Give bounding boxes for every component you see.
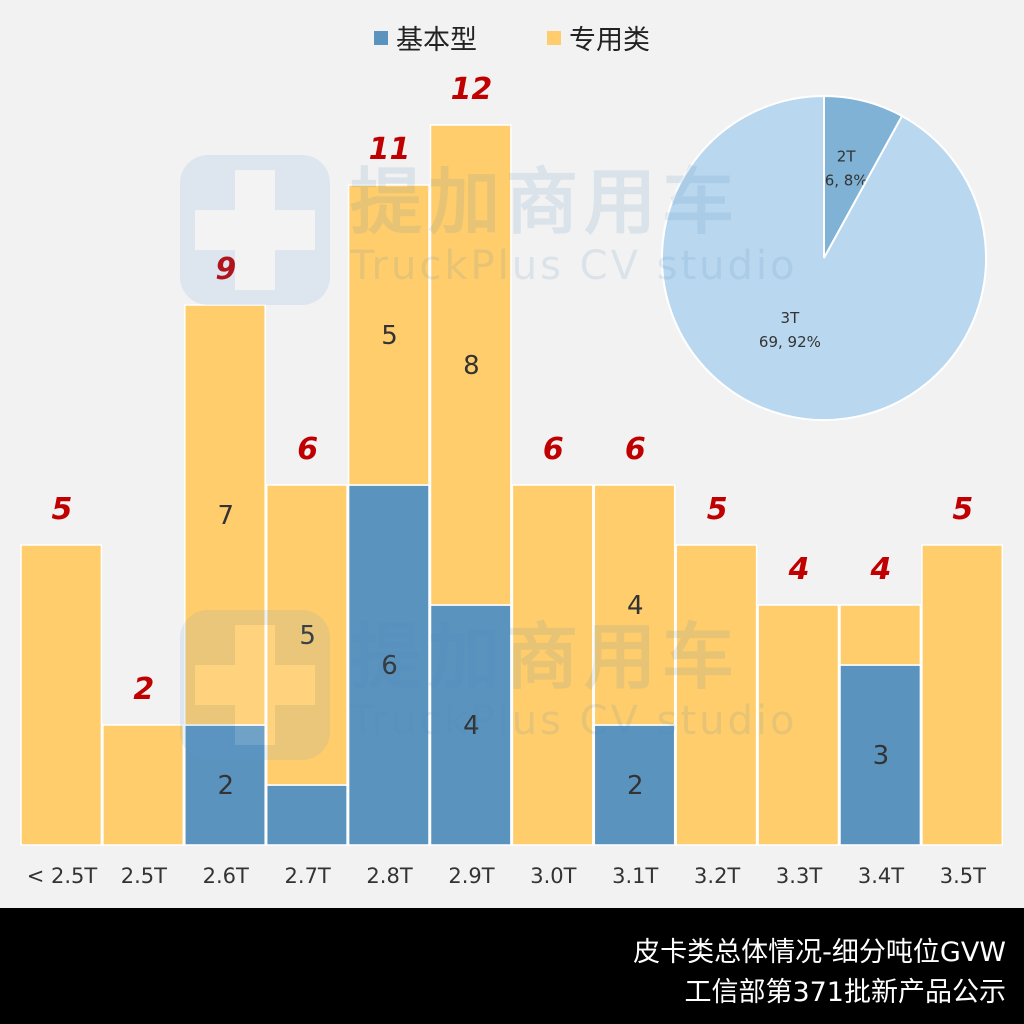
pie-slice-name: 2T <box>837 148 857 166</box>
bar-total-label: 11 <box>369 132 411 167</box>
bar-segment <box>593 724 676 846</box>
x-tick-label: 3.2T <box>694 864 740 888</box>
bar-segment <box>265 484 348 786</box>
bar-total-label: 9 <box>215 252 236 287</box>
bar-segment <box>265 784 348 846</box>
legend-swatch-special <box>547 30 561 45</box>
bar-segment <box>839 604 922 666</box>
pie-slice-value: 69, 92% <box>759 333 821 351</box>
x-tick-label: 2.9T <box>448 864 494 888</box>
bar-segment <box>20 544 103 846</box>
legend-label-special: 专用类 <box>569 25 650 56</box>
x-tick-label: 2.6T <box>203 864 249 888</box>
bar-segment <box>102 724 185 846</box>
x-tick-label: 2.5T <box>121 864 167 888</box>
chart-area: 5 < 2.5T 2 2.5T 2 7 9 2.6T 5 6 2.7T 6 5 11 2.8T 4 8 12 2.9… <box>0 18 1024 888</box>
legend-item-special: 专用类 <box>547 18 650 57</box>
bar-segment-label: 6 <box>381 651 398 681</box>
legend-swatch-basic <box>374 30 388 45</box>
bar-segment-label: 7 <box>217 501 234 531</box>
bar-total-label: 6 <box>543 432 564 467</box>
x-tick-label: 3.3T <box>776 864 822 888</box>
bar-total-label: 12 <box>451 72 493 107</box>
bar-chart: 5 < 2.5T 2 2.5T 2 7 9 2.6T 5 6 2.7T 6 5 11 2.8T 4 8 12 2.9… <box>20 72 1004 888</box>
pie-chart: 2T 6, 8% 3T 69, 92% <box>661 94 987 421</box>
bar-segment <box>184 304 266 726</box>
footer-title: 皮卡类总体情况-细分吨位GVW <box>633 937 1006 968</box>
bar-total-label: 4 <box>788 552 810 587</box>
x-tick-label: 3.4T <box>858 864 904 888</box>
bar-segment <box>839 664 922 846</box>
bar-total-label: 6 <box>625 432 646 467</box>
x-tick-label: 2.7T <box>285 864 331 888</box>
bar-segment <box>675 544 758 846</box>
bar-segment <box>429 604 512 846</box>
bar-total-label: 2 <box>133 672 154 707</box>
bar-segment-label: 5 <box>299 621 316 651</box>
x-tick-label: 3.1T <box>612 864 658 888</box>
bar-segment <box>593 484 676 726</box>
footer-banner: 皮卡类总体情况-细分吨位GVW 工信部第371批新产品公示 <box>0 908 1024 1024</box>
bar-segment-label: 2 <box>217 771 234 801</box>
x-tick-label: 3.0T <box>530 864 576 888</box>
pie-slice <box>661 94 987 421</box>
bar-segment <box>921 544 1004 846</box>
bar-total-label: 5 <box>707 492 728 527</box>
bar-total-label: 4 <box>870 552 892 587</box>
x-tick-label: 2.8T <box>366 864 412 888</box>
pie-slice-name: 3T <box>781 309 801 327</box>
bar-total-label: 6 <box>297 432 318 467</box>
bar-segment-label: 3 <box>873 741 890 771</box>
bar-segment <box>511 484 594 846</box>
bar-segment <box>429 124 512 606</box>
x-tick-label: 3.5T <box>940 864 986 888</box>
bar-segment <box>347 484 430 846</box>
legend-item-basic: 基本型 <box>374 18 477 57</box>
legend: 基本型 专用类 <box>0 18 1024 57</box>
bar-segment-label: 5 <box>381 321 398 351</box>
bar-segment-label: 8 <box>463 351 480 381</box>
bar-segment <box>757 604 840 846</box>
legend-label-basic: 基本型 <box>396 25 477 56</box>
bar-segment-label: 4 <box>463 711 480 741</box>
bar-segment-label: 4 <box>627 591 644 621</box>
pie-slice-value: 6, 8% <box>825 172 868 190</box>
bar-total-label: 5 <box>952 492 973 527</box>
bar-segment-label: 2 <box>627 771 644 801</box>
footer-subtitle: 工信部第371批新产品公示 <box>684 977 1006 1008</box>
bar-total-label: 5 <box>52 492 73 527</box>
x-tick-label: < 2.5T <box>27 864 98 888</box>
bar-segment <box>347 184 430 486</box>
bar-group: 5 < 2.5T 2 2.5T 2 7 9 2.6T 5 6 2.7T 6 5 11 2.8T 4 8 12 2.9… <box>20 72 1004 888</box>
